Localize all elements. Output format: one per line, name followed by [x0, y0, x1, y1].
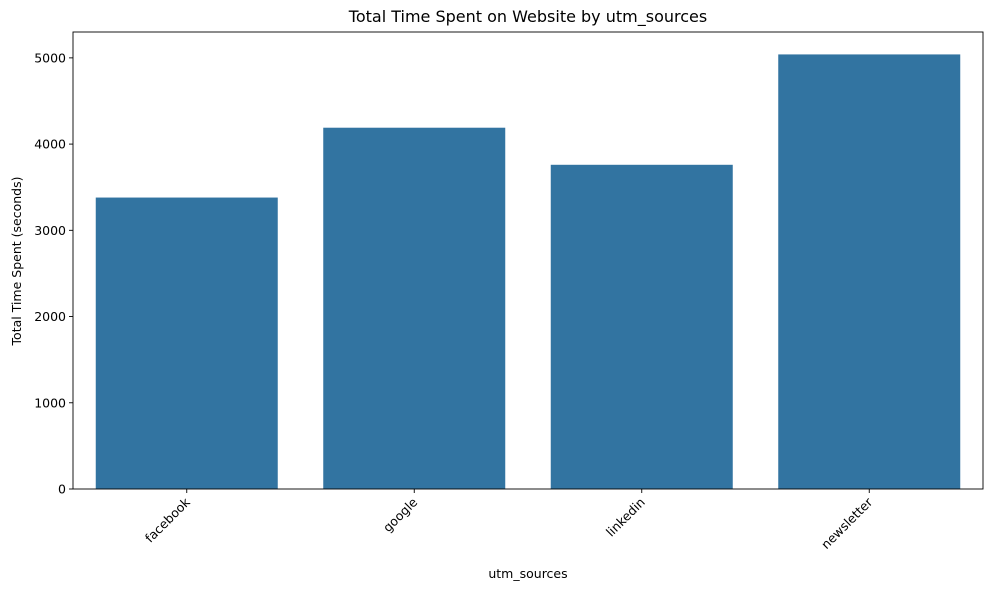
y-tick-label-2000: 2000 [34, 309, 66, 324]
bar-google [323, 127, 506, 490]
axes-frame [72, 31, 984, 490]
y-tick-label-0: 0 [58, 482, 66, 497]
x-axis-label: utm_sources [488, 566, 567, 581]
y-tick-label-1000: 1000 [34, 395, 66, 410]
bar-linkedin [550, 164, 733, 489]
x-tick-label-newsletter: newsletter [818, 494, 876, 552]
y-tick-label-5000: 5000 [34, 50, 66, 65]
bar-facebook [95, 197, 278, 489]
y-axis-label: Total Time Spent (seconds) [9, 177, 24, 347]
x-tick-label-facebook: facebook [142, 494, 194, 546]
plot-area: 0 1000 2000 3000 4000 5000 facebook google linke… [34, 31, 984, 552]
chart-title: Total Time Spent on Website by utm_sourc… [348, 7, 707, 27]
y-tick-label-4000: 4000 [34, 137, 66, 152]
bar-newsletter [778, 54, 961, 489]
x-tick-label-linkedin: linkedin [603, 495, 648, 540]
x-tick-label-google: google [380, 494, 421, 535]
y-tick-label-3000: 3000 [34, 223, 66, 238]
